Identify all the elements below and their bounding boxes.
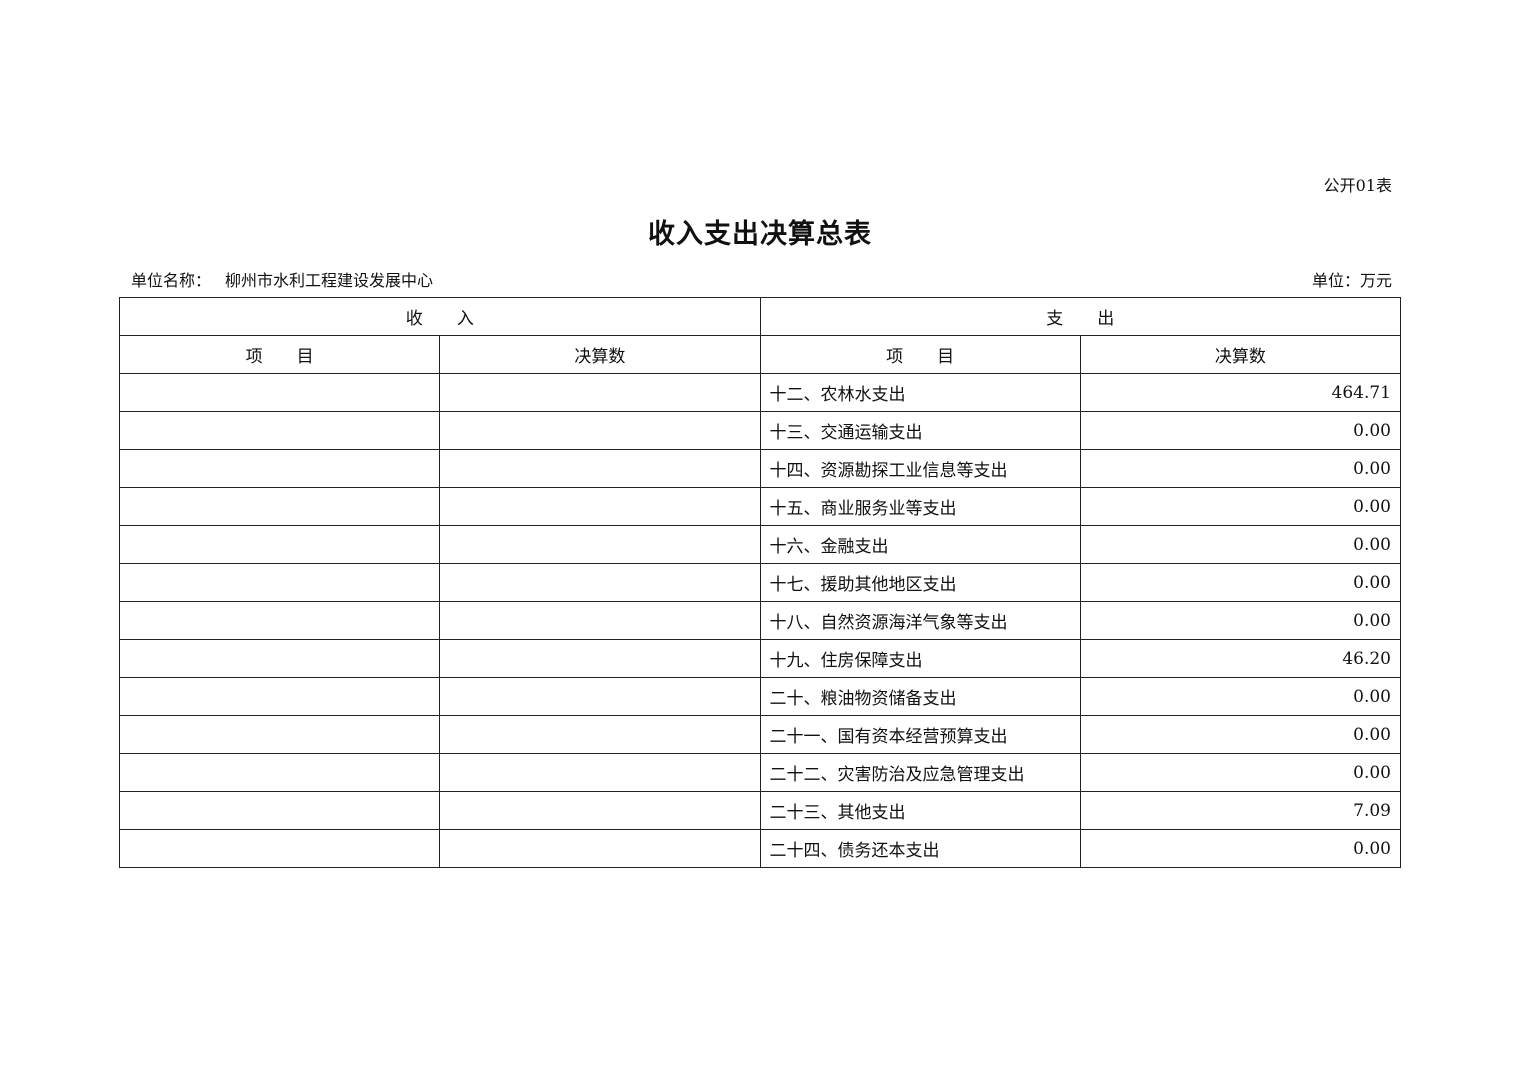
cell-expense-item: 十九、住房保障支出 — [759, 639, 1081, 678]
cell-expense-item: 十三、交通运输支出 — [759, 411, 1081, 450]
cell-expense-item: 二十、粮油物资储备支出 — [759, 677, 1081, 716]
table-row: 二十、粮油物资储备支出 0.00 — [118, 677, 1402, 716]
cell-income-amount — [439, 829, 761, 868]
column-header-expense-item: 项 目 — [759, 335, 1081, 374]
cell-income-amount — [439, 373, 761, 412]
cell-income-amount — [439, 601, 761, 640]
cell-income-amount — [439, 791, 761, 830]
cell-income-item — [118, 563, 441, 602]
page-title: 收入支出决算总表 — [648, 219, 872, 250]
cell-expense-item: 十八、自然资源海洋气象等支出 — [759, 601, 1081, 640]
income-header: 收 入 — [119, 297, 761, 336]
cell-expense-amount: 0.00 — [1079, 753, 1402, 792]
cell-income-amount — [439, 677, 761, 716]
cell-income-item — [118, 411, 441, 450]
cell-income-amount — [439, 525, 761, 564]
cell-expense-amount: 0.00 — [1079, 449, 1402, 488]
table-row: 十九、住房保障支出 46.20 — [118, 639, 1402, 678]
cell-expense-amount: 0.00 — [1079, 829, 1402, 868]
cell-income-amount — [439, 487, 761, 526]
expense-header: 支 出 — [759, 297, 1401, 336]
cell-expense-item: 十二、农林水支出 — [759, 373, 1081, 412]
unit-name-line: 单位名称： 柳州市水利工程建设发展中心 — [131, 267, 433, 291]
cell-expense-amount: 0.00 — [1079, 563, 1402, 602]
unit-name-label: 单位名称： — [131, 271, 212, 290]
cell-expense-item: 二十四、债务还本支出 — [759, 829, 1081, 868]
cell-expense-amount: 0.00 — [1079, 715, 1402, 754]
cell-expense-amount: 0.00 — [1079, 487, 1402, 526]
cell-income-amount — [439, 753, 761, 792]
column-header-income-amount: 决算数 — [439, 335, 761, 374]
income-expense-table: 收 入 支 出 项 目 决算数 项 目 决算数 十二、农林水支出 464.71 十三… — [118, 297, 1402, 868]
table-row: 二十一、国有资本经营预算支出 0.00 — [118, 715, 1402, 754]
table-row: 十七、援助其他地区支出 0.00 — [118, 563, 1402, 602]
cell-income-item — [118, 449, 441, 488]
cell-expense-amount: 0.00 — [1079, 525, 1402, 564]
cell-income-amount — [439, 411, 761, 450]
table-row: 十二、农林水支出 464.71 — [118, 373, 1402, 412]
cell-income-amount — [439, 715, 761, 754]
cell-expense-item: 二十三、其他支出 — [759, 791, 1081, 830]
cell-expense-item: 十六、金融支出 — [759, 525, 1081, 564]
cell-expense-amount: 0.00 — [1079, 601, 1402, 640]
column-header-income-item: 项 目 — [118, 335, 441, 374]
cell-expense-amount: 7.09 — [1079, 791, 1402, 830]
cell-income-item — [118, 525, 441, 564]
cell-income-amount — [439, 563, 761, 602]
cell-expense-amount: 464.71 — [1079, 373, 1402, 412]
cell-income-item — [118, 639, 441, 678]
unit-name-value: 柳州市水利工程建设发展中心 — [225, 271, 434, 290]
table-row: 十六、金融支出 0.00 — [118, 525, 1402, 564]
currency-unit: 单位：万元 — [1311, 271, 1392, 290]
table-row: 十八、自然资源海洋气象等支出 0.00 — [118, 601, 1402, 640]
cell-income-item — [118, 715, 441, 754]
cell-income-item — [118, 791, 441, 830]
cell-expense-item: 十五、商业服务业等支出 — [759, 487, 1081, 526]
cell-income-item — [118, 373, 441, 412]
cell-income-item — [118, 829, 441, 868]
column-header-expense-amount: 决算数 — [1079, 335, 1402, 374]
cell-income-item — [118, 677, 441, 716]
cell-expense-amount: 46.20 — [1079, 639, 1402, 678]
cell-expense-item: 二十一、国有资本经营预算支出 — [759, 715, 1081, 754]
table-row: 二十四、债务还本支出 0.00 — [118, 829, 1402, 868]
table-row: 十五、商业服务业等支出 0.00 — [118, 487, 1402, 526]
cell-income-amount — [439, 449, 761, 488]
cell-income-item — [118, 753, 441, 792]
table-row: 二十三、其他支出 7.09 — [118, 791, 1402, 830]
cell-expense-item: 十七、援助其他地区支出 — [759, 563, 1081, 602]
form-number: 公开01表 — [1323, 176, 1392, 195]
table-row: 十三、交通运输支出 0.00 — [118, 411, 1402, 450]
cell-expense-amount: 0.00 — [1079, 677, 1402, 716]
table-row: 二十二、灾害防治及应急管理支出 0.00 — [118, 753, 1402, 792]
cell-expense-item: 二十二、灾害防治及应急管理支出 — [759, 753, 1081, 792]
cell-income-amount — [439, 639, 761, 678]
section-header-row: 收 入 支 出 — [119, 297, 1401, 336]
cell-expense-amount: 0.00 — [1079, 411, 1402, 450]
column-header-row: 项 目 决算数 项 目 决算数 — [118, 335, 1402, 374]
cell-income-item — [118, 487, 441, 526]
cell-income-item — [118, 601, 441, 640]
cell-expense-item: 十四、资源勘探工业信息等支出 — [759, 449, 1081, 488]
table-row: 十四、资源勘探工业信息等支出 0.00 — [118, 449, 1402, 488]
